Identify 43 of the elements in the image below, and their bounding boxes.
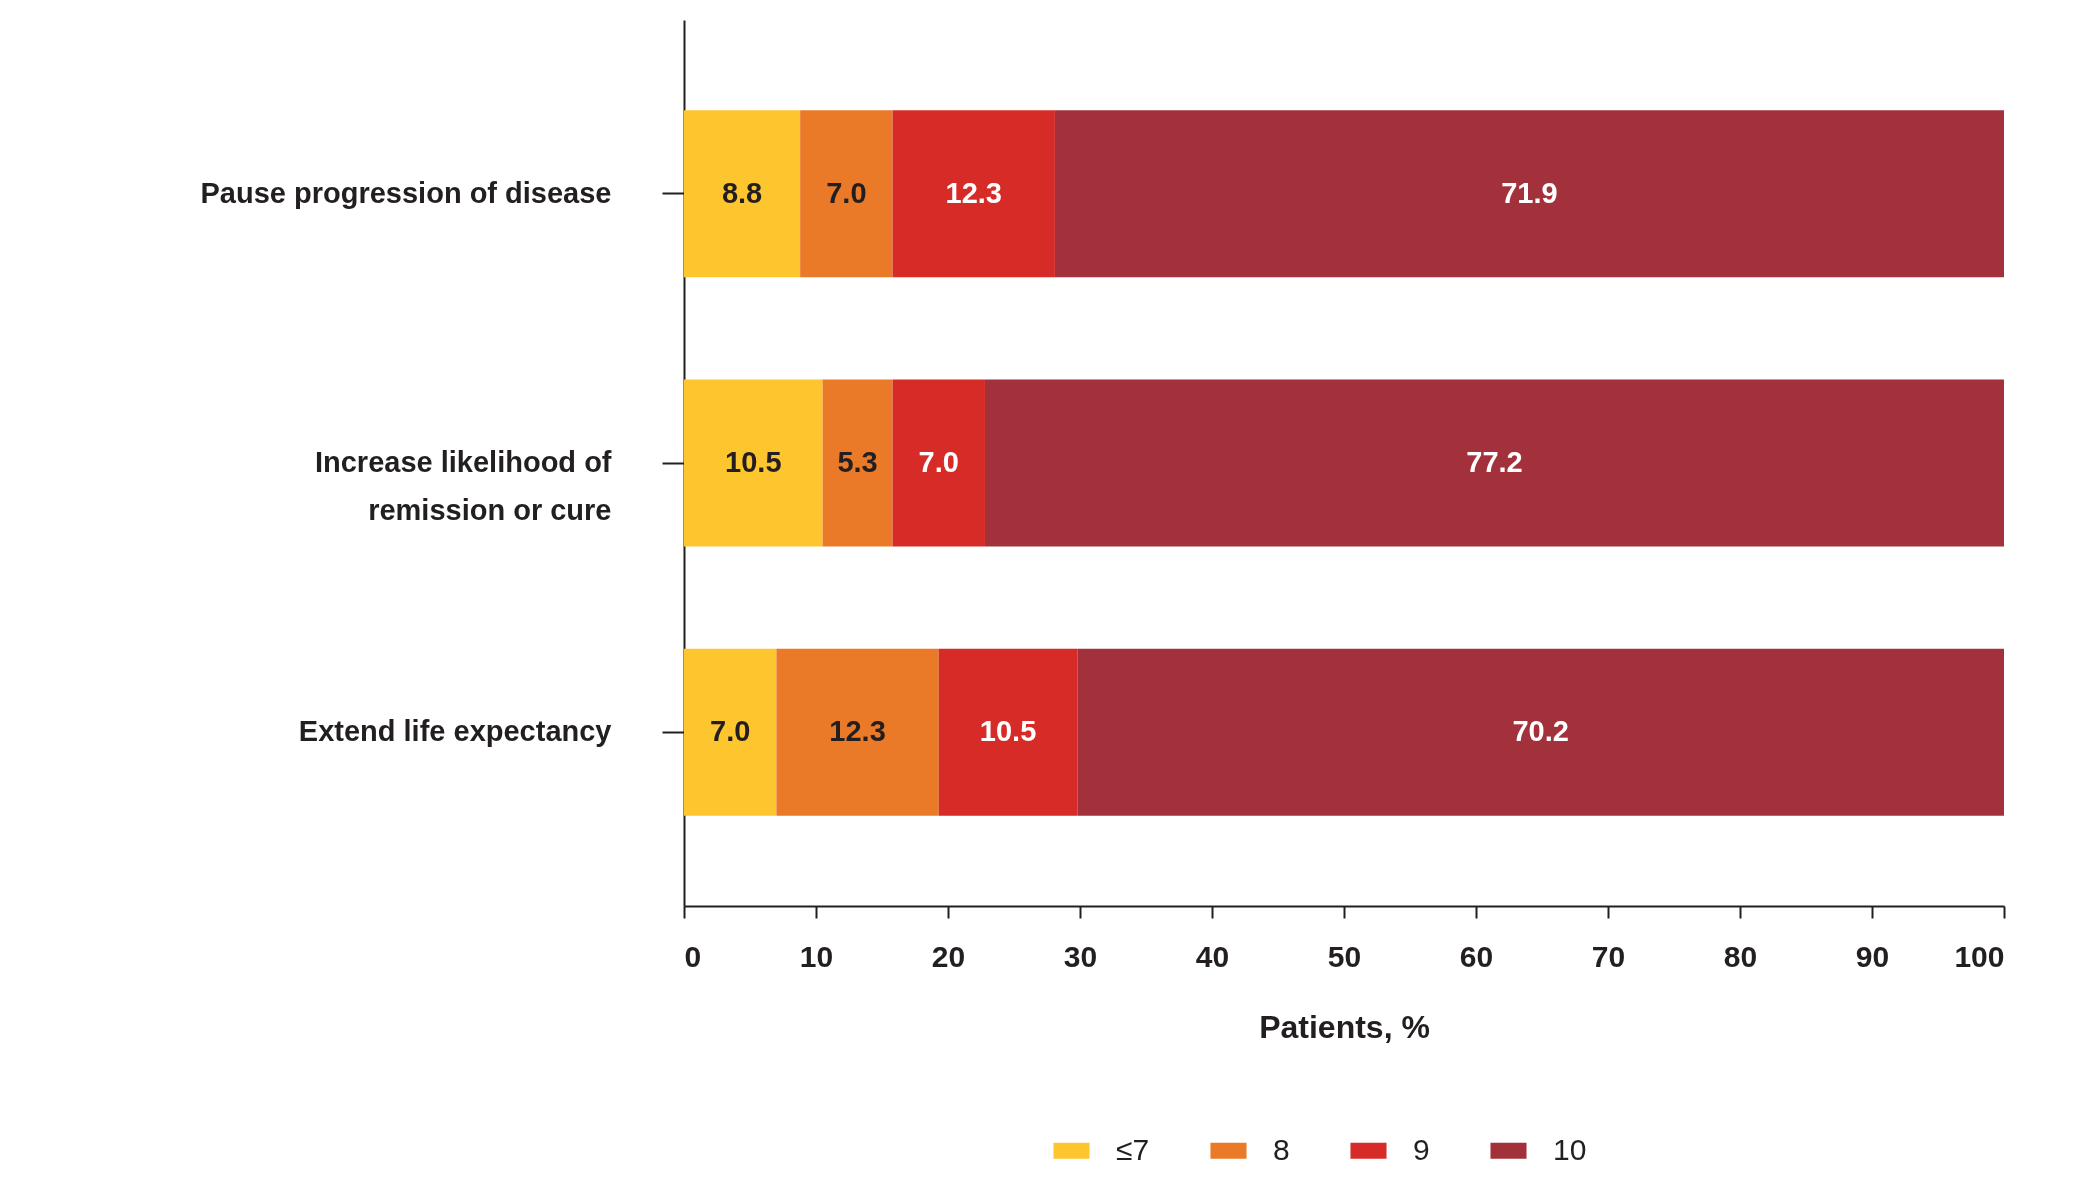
x-tick-label: 30 <box>1063 939 1098 973</box>
bar <box>776 648 939 816</box>
data-label: 12.3 <box>945 176 1002 209</box>
bar <box>984 379 2004 547</box>
data-label: 7.0 <box>826 176 867 209</box>
x-axis-title: Patients, % <box>1259 1008 1430 1045</box>
bar <box>684 110 801 278</box>
y-tick-label: Extend life expectancy <box>298 715 612 748</box>
data-label: 71.9 <box>1501 176 1558 209</box>
bar <box>892 110 1055 278</box>
legend-label: 8 <box>1273 1132 1290 1166</box>
x-tick-label: 90 <box>1855 939 1890 973</box>
data-label: 7.0 <box>710 715 751 748</box>
bar <box>822 379 893 547</box>
y-tick-label: Pause progression of disease <box>200 176 612 209</box>
x-tick-label: 0 <box>684 939 702 973</box>
bar <box>1054 110 2004 278</box>
x-tick-label: 50 <box>1327 939 1362 973</box>
bar <box>892 379 985 547</box>
legend-label: ≤7 <box>1116 1132 1150 1166</box>
data-label: 70.2 <box>1512 715 1569 748</box>
x-tick-label: 80 <box>1723 939 1758 973</box>
data-label: 5.3 <box>837 446 878 478</box>
legend-label: 10 <box>1553 1132 1587 1166</box>
bar <box>938 648 1078 816</box>
data-label: 77.2 <box>1466 446 1523 478</box>
data-label: 8.8 <box>721 176 763 209</box>
x-tick-label: 100 <box>1954 939 2005 973</box>
y-tick-label: Increase likelihood of remission or cure <box>314 446 612 526</box>
x-tick-label: 10 <box>799 939 834 973</box>
data-label: 10.5 <box>979 715 1037 748</box>
bar <box>684 379 823 547</box>
bar <box>800 110 893 278</box>
x-tick-label: 40 <box>1195 939 1230 973</box>
x-tick-label: 20 <box>931 939 966 973</box>
x-tick-label: 70 <box>1591 939 1626 973</box>
data-label: 12.3 <box>829 715 886 748</box>
bar <box>684 648 777 816</box>
data-label: 7.0 <box>918 446 959 478</box>
legend-label: 9 <box>1413 1132 1430 1166</box>
data-label: 10.5 <box>725 446 782 478</box>
bar <box>1077 648 2004 816</box>
x-tick-label: 60 <box>1459 939 1494 973</box>
